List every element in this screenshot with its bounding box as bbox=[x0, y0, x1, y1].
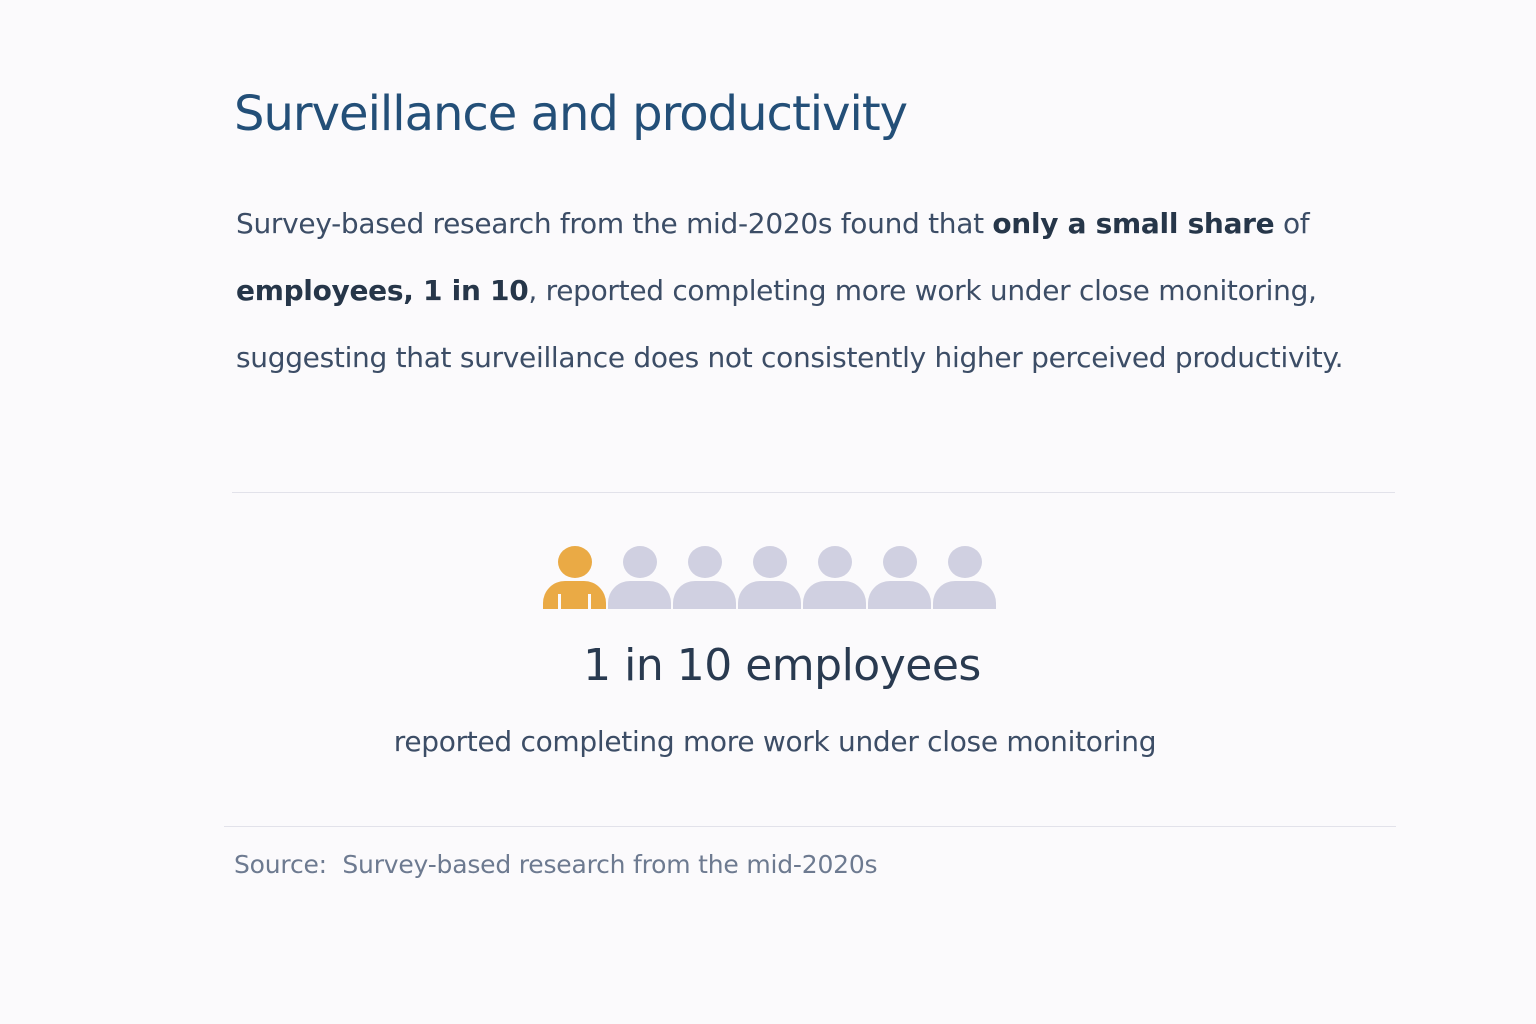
stat-headline: 1 in 10 employees bbox=[583, 640, 981, 691]
person-icon bbox=[803, 546, 866, 609]
source-label: Source: bbox=[234, 850, 327, 879]
person-icon bbox=[868, 546, 931, 609]
summary-text: Survey-based research from the mid-2020s… bbox=[236, 207, 993, 240]
person-icon bbox=[673, 546, 736, 609]
divider bbox=[232, 492, 1395, 493]
emphasis-one-in-ten: employees, 1 in 10 bbox=[236, 274, 529, 307]
page-title: Surveillance and productivity bbox=[234, 86, 908, 142]
person-icon bbox=[738, 546, 801, 609]
stat-caption: reported completing more work under clos… bbox=[393, 725, 1157, 758]
divider bbox=[224, 826, 1396, 827]
summary-text: , reported completing more work under cl… bbox=[236, 274, 1344, 374]
summary-paragraph: Survey-based research from the mid-2020s… bbox=[236, 190, 1416, 391]
person-icon bbox=[608, 546, 671, 609]
source-note: Source: Survey-based research from the m… bbox=[234, 850, 878, 879]
pictogram bbox=[543, 546, 996, 609]
person-icon-highlighted bbox=[543, 546, 606, 609]
emphasis-small-share: only a small share bbox=[992, 207, 1275, 240]
summary-text: of bbox=[1274, 207, 1310, 240]
source-text: Survey-based research from the mid-2020s bbox=[342, 850, 878, 879]
person-icon bbox=[933, 546, 996, 609]
